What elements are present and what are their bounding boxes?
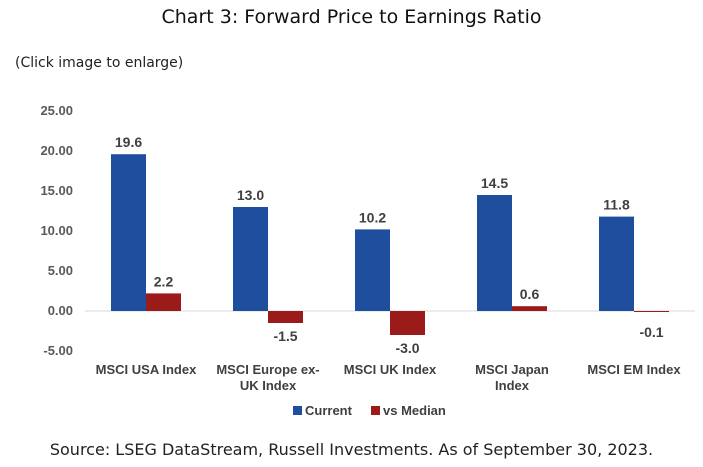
category-label: MSCI UK Index: [344, 362, 437, 377]
chart-title: Chart 3: Forward Price to Earnings Ratio: [161, 6, 542, 28]
data-label-current: 11.8: [603, 197, 630, 213]
y-tick-label: 10.00: [40, 223, 73, 238]
category-label: UK Index: [240, 378, 297, 393]
legend-label-current: Current: [305, 403, 353, 418]
bar-current: [111, 154, 146, 311]
bar-chart: 25.00 20.00 15.00 10.00 5.00 0.00 -5.00 19.6 2.2…: [40, 103, 695, 418]
data-label-vs-median: -0.1: [639, 324, 663, 340]
bar-vs-median: [390, 311, 425, 335]
bar-vs-median: [634, 311, 669, 312]
bar-vs-median: [512, 306, 547, 311]
bar-current: [233, 207, 268, 311]
data-label-current: 19.6: [115, 134, 142, 150]
y-tick-label: 5.00: [48, 263, 73, 278]
category-label: MSCI EM Index: [587, 362, 681, 377]
y-tick-label: 25.00: [40, 103, 73, 118]
y-tick-label: 20.00: [40, 143, 73, 158]
data-label-vs-median: -1.5: [273, 328, 297, 344]
legend-swatch-vs-median: [371, 406, 380, 415]
data-label-vs-median: -3.0: [395, 340, 419, 356]
category-label: MSCI USA Index: [96, 362, 197, 377]
bar-current: [477, 195, 512, 311]
category-label: MSCI Japan: [475, 362, 549, 377]
legend-label-vs-median: vs Median: [383, 403, 446, 418]
category-label: MSCI Europe ex-: [216, 362, 319, 377]
data-label-current: 10.2: [359, 209, 386, 225]
data-label-current: 13.0: [237, 187, 264, 203]
data-label-vs-median: 2.2: [154, 273, 174, 289]
data-label-current: 14.5: [481, 175, 508, 191]
legend-swatch-current: [293, 406, 302, 415]
bar-current: [599, 216, 634, 311]
enlarge-note[interactable]: (Click image to enlarge): [15, 55, 184, 71]
data-label-vs-median: 0.6: [520, 286, 540, 302]
bar-vs-median: [146, 293, 181, 311]
bar-current: [355, 229, 390, 311]
y-tick-label: -5.00: [43, 343, 73, 358]
bar-vs-median: [268, 311, 303, 323]
y-tick-label: 15.00: [40, 183, 73, 198]
y-tick-label: 0.00: [48, 303, 73, 318]
source-caption: Source: LSEG DataStream, Russell Investm…: [49, 440, 654, 459]
category-label: Index: [495, 378, 530, 393]
